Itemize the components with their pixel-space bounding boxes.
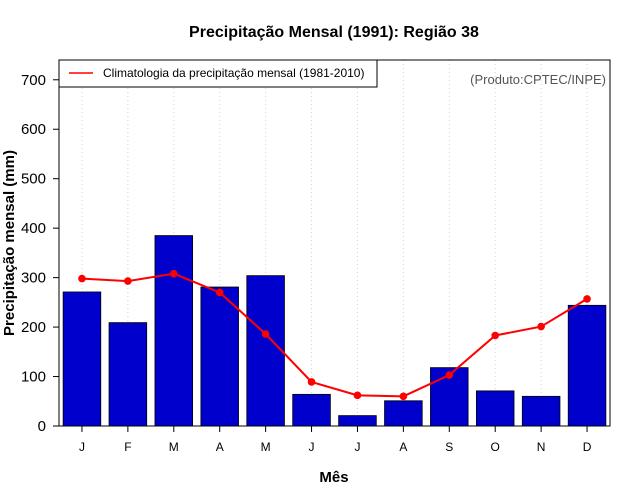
y-tick-label: 500	[21, 171, 46, 188]
bar	[62, 291, 102, 427]
x-tick-label: O	[491, 440, 500, 454]
legend-box	[58, 59, 378, 88]
legend-label: Climatologia da precipitação mensal (198…	[103, 66, 364, 80]
bar	[292, 393, 331, 427]
x-tick-label: J	[309, 440, 315, 454]
chart-title: Precipitação Mensal (1991): Região 38	[189, 24, 479, 41]
climatology-point	[215, 288, 224, 297]
climatology-point	[583, 295, 591, 303]
x-tick-label: S	[445, 440, 453, 454]
x-tick-label: N	[537, 440, 546, 454]
y-tick-label: 0	[38, 418, 46, 435]
climatology-series	[78, 269, 591, 401]
bar	[384, 400, 423, 427]
x-tick-label: A	[399, 440, 407, 454]
y-tick-label: 700	[21, 72, 46, 89]
x-tick-label: F	[124, 440, 131, 454]
bar	[338, 415, 377, 427]
x-axis-label: Mês	[319, 469, 348, 486]
climatology-point	[445, 371, 454, 379]
bar	[108, 322, 148, 427]
bar-series	[62, 235, 607, 427]
y-tick-label: 100	[21, 369, 46, 386]
climatology-point	[353, 391, 362, 400]
climatology-point	[399, 392, 408, 401]
climatology-line	[81, 272, 588, 398]
x-tick-label: D	[583, 440, 592, 454]
bar	[475, 390, 515, 427]
x-tick-label: M	[261, 440, 271, 454]
y-tick-label: 600	[21, 121, 46, 138]
climatology-point	[169, 269, 178, 278]
y-tick-label: 400	[21, 220, 46, 237]
climatology-point	[124, 277, 132, 285]
climatology-point	[537, 322, 545, 331]
x-tick-label: J	[79, 440, 85, 454]
x-tick-label: M	[169, 440, 179, 454]
y-axis-label: Precipitação mensal (mm)	[1, 150, 18, 336]
bar	[567, 304, 607, 427]
climatology-point	[78, 274, 86, 283]
legend: Climatologia da precipitação mensal (198…	[58, 59, 378, 88]
y-tick-label: 200	[21, 319, 46, 336]
bar	[246, 275, 285, 427]
climatology-point	[261, 330, 270, 338]
credit-annotation: (Produto:CPTEC/INPE)	[470, 72, 606, 87]
x-tick-label: A	[216, 440, 224, 454]
bar	[200, 286, 239, 427]
climatology-point	[491, 331, 500, 340]
x-tick-label: J	[354, 440, 360, 454]
bar	[154, 235, 194, 427]
climatology-point	[307, 378, 316, 386]
y-tick-label: 300	[21, 270, 46, 287]
bar	[521, 395, 561, 427]
y-axis: 0 100 200 300 400 500 600 700	[21, 72, 59, 435]
